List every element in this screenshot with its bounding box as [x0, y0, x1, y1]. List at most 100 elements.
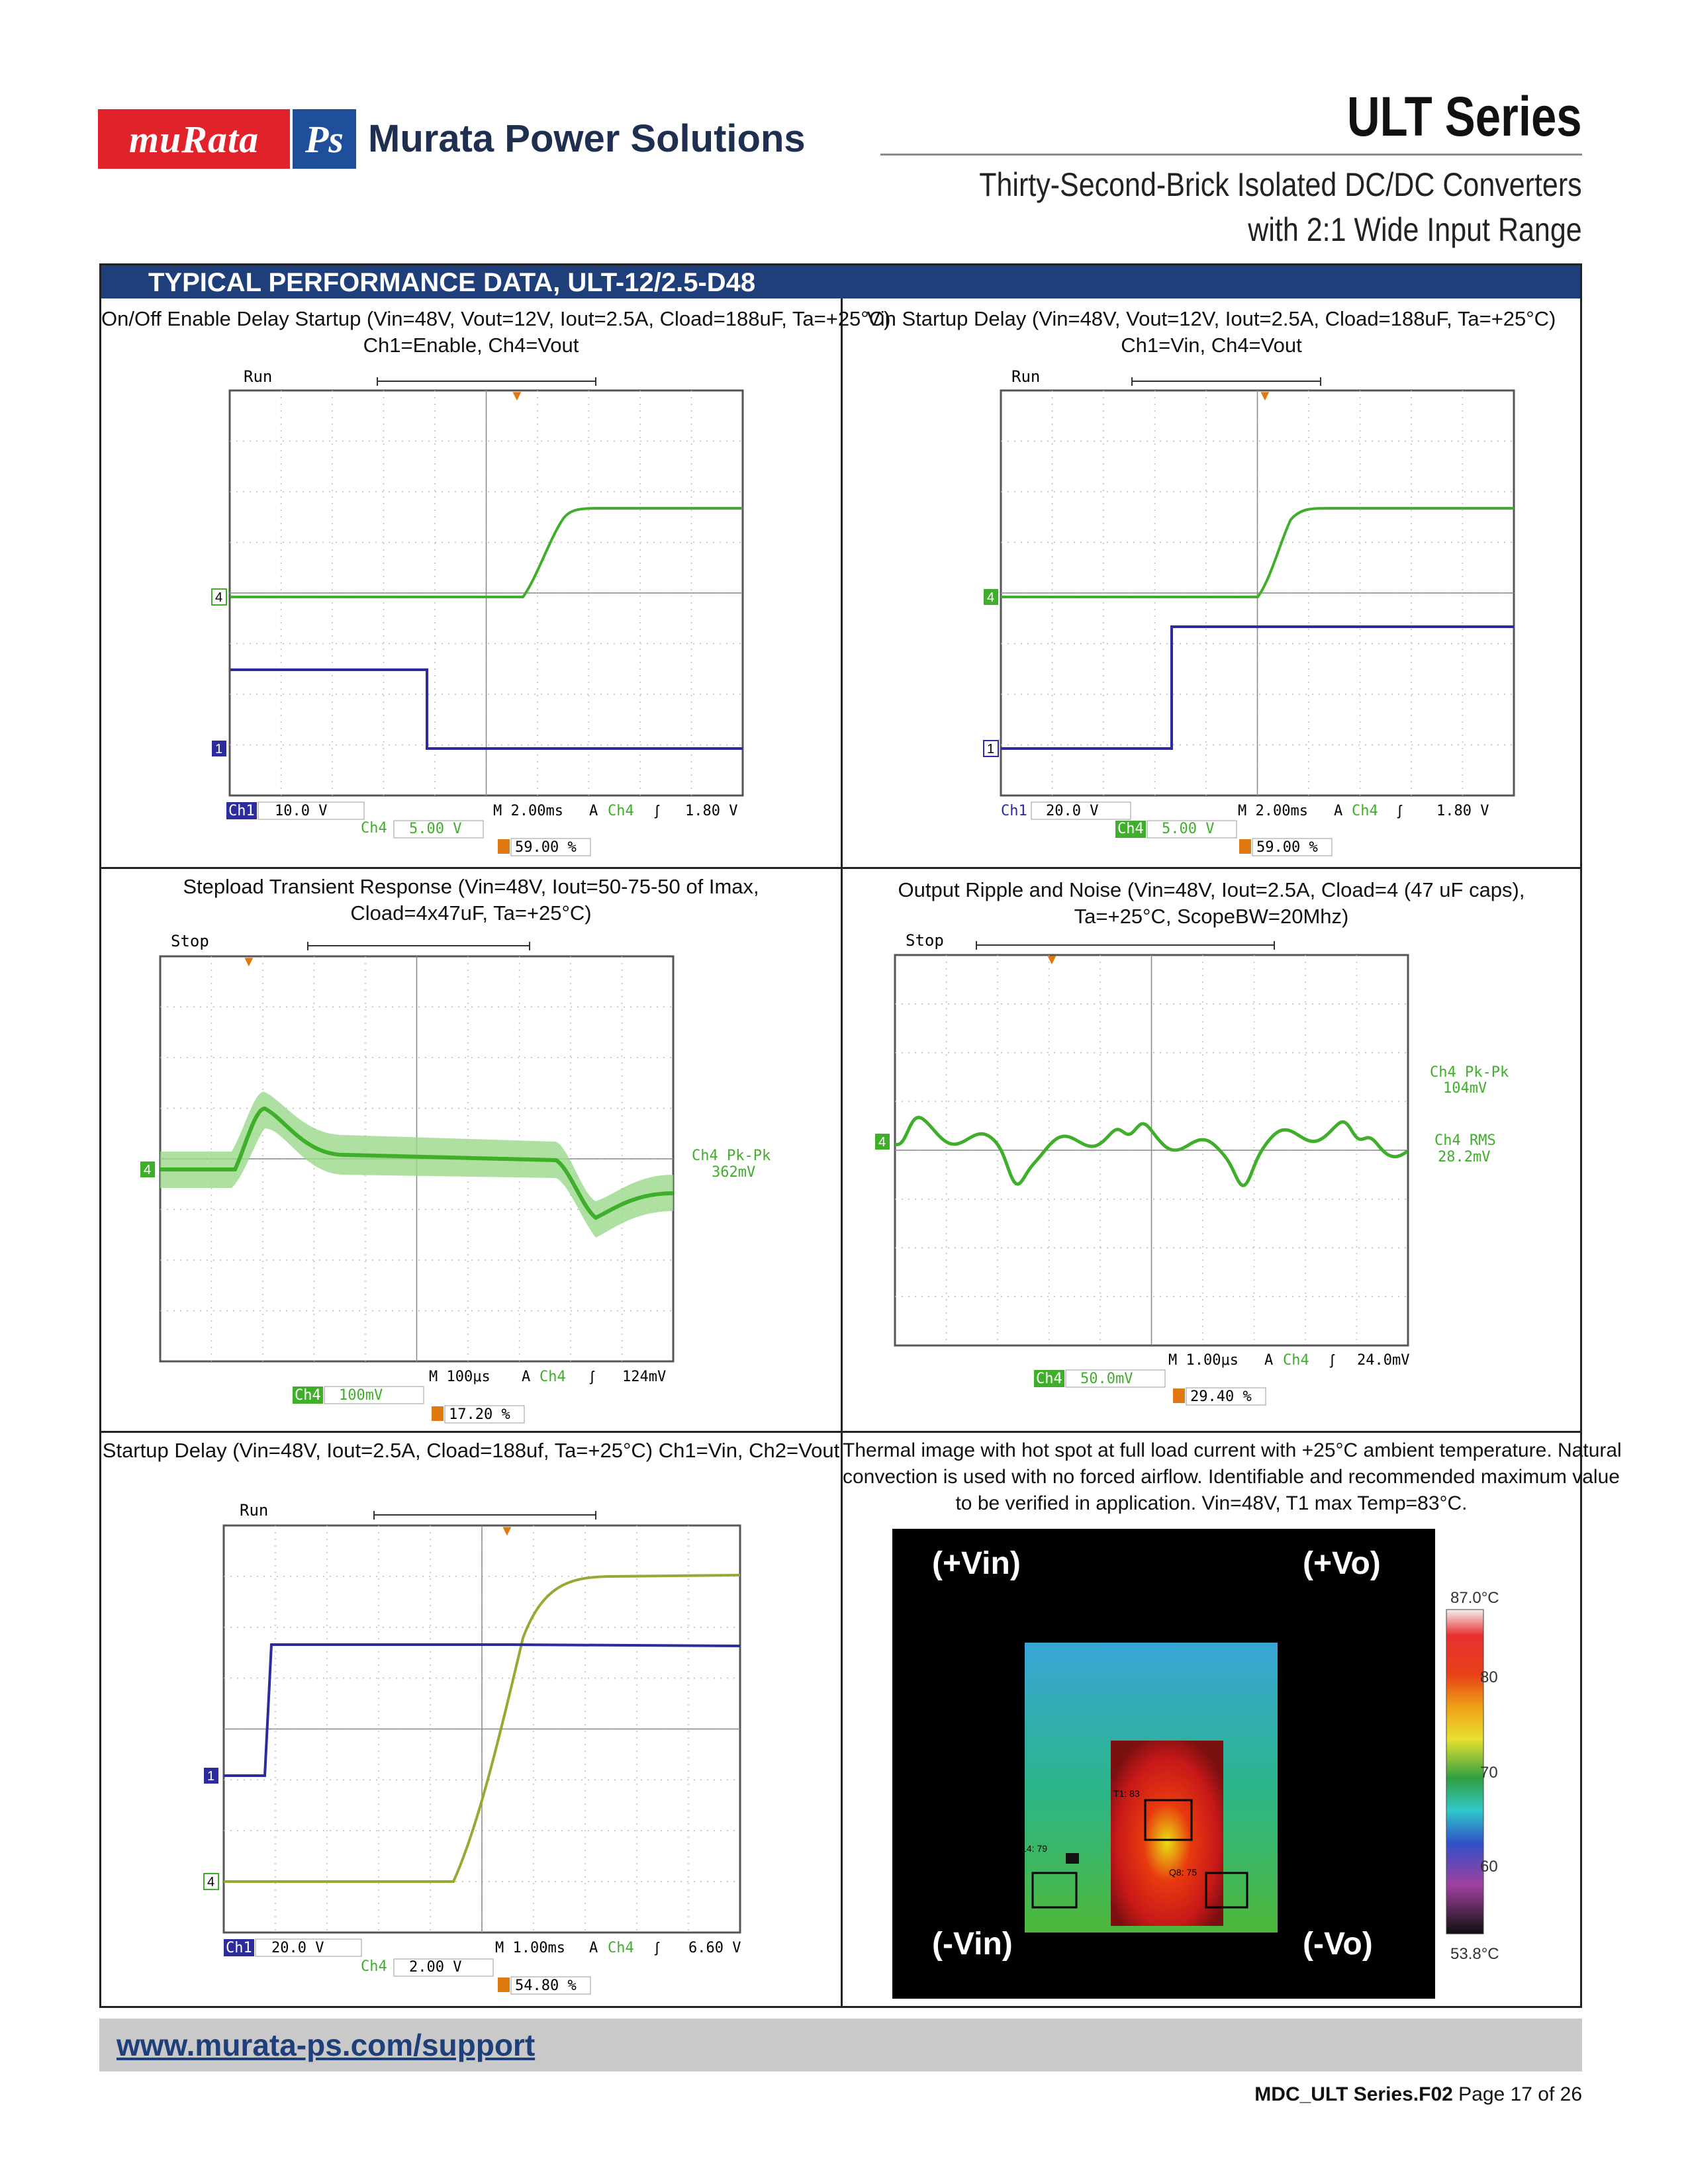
support-link[interactable]: www.murata-ps.com/support: [117, 2028, 536, 2062]
measure-rms-value: 28.2mV: [1438, 1149, 1490, 1165]
ch1-scale-box: [255, 1938, 362, 1957]
trigger-marker-icon: ▼: [1045, 951, 1059, 968]
panel1-caption: On/Off Enable Delay Startup (Vin=48V, Vo…: [101, 306, 890, 359]
trigger-position: 59.00 %: [515, 839, 577, 856]
caption-line: Ch1=Enable, Ch4=Vout: [363, 334, 579, 357]
trigger-channel: Ch4: [608, 803, 634, 819]
caption-line: Startup Delay (Vin=48V, Iout=2.5A, Cload…: [102, 1439, 840, 1462]
trigger-pos-box: [510, 838, 591, 856]
measure-pkpk-value: 104mV: [1443, 1080, 1487, 1097]
header-divider: [880, 154, 1582, 156]
trigger-label: A: [1334, 803, 1342, 819]
trigger-level: 124mV: [622, 1369, 666, 1385]
trigger-marker-icon: ▼: [510, 387, 524, 404]
trigger-pos-box: [510, 1976, 591, 1995]
caption-line: Thermal image with hot spot at full load…: [843, 1439, 1622, 1461]
page-subtitle: Thirty-Second-Brick Isolated DC/DC Conve…: [980, 162, 1582, 252]
ch4-marker-label: 4: [878, 1135, 886, 1150]
scope2-svg: Run ▼ 4 1 Ch1 20.0 V M 2.00ms A Ch4 ʃ 1.…: [983, 367, 1515, 856]
section-header-bar: [101, 265, 1580, 298]
scope5-svg: Run ▼ 1 4 Ch1 20.0 V M 1.00ms A Ch4 ʃ 6.…: [203, 1501, 741, 1995]
ch1-scale: 20.0 V: [1046, 803, 1098, 819]
measure-pkpk-label: Ch4 Pk-Pk: [1430, 1064, 1509, 1081]
scope-panel-5: Run ▼ 1 4 Ch1 20.0 V M 1.00ms A Ch4 ʃ 6.…: [199, 1499, 768, 2002]
label-vin-pos: (+Vin): [932, 1546, 1021, 1581]
scope2-grid: [1000, 389, 1515, 797]
ch1-badge: [226, 802, 257, 819]
trigger-slope-icon: ʃ: [589, 1368, 595, 1385]
caption-line: convection is used with no forced airflo…: [843, 1466, 1620, 1488]
scope4-grid: [894, 954, 1409, 1347]
ch4-marker-label: 4: [987, 590, 994, 605]
caption-line: Ta=+25°C, ScopeBW=20Mhz): [1074, 905, 1349, 928]
murata-logo: muRata: [98, 109, 290, 169]
scope-panel-2: Run ▼ 4 1 Ch1 20.0 V M 2.00ms A Ch4 ʃ 1.…: [973, 367, 1542, 870]
panel4-caption: Output Ripple and Noise (Vin=48V, Iout=2…: [843, 877, 1580, 930]
ch4-badge-label: Ch4: [361, 1958, 387, 1975]
trigger-marker-icon: ▼: [500, 1522, 514, 1539]
trigger-position: 59.00 %: [1256, 839, 1318, 856]
scope-state: Run: [244, 367, 272, 386]
c14-roi-box: [1066, 1853, 1079, 1864]
row-divider-1: [99, 867, 1582, 869]
trigger-label: A: [1264, 1352, 1273, 1369]
trigger-slope-icon: ʃ: [654, 802, 660, 819]
ch1-scale-box: [258, 801, 365, 820]
ch1-badge-label: Ch1: [226, 1940, 252, 1956]
ch4-marker: [875, 1134, 890, 1150]
trigger-label: A: [589, 803, 598, 819]
trigger-pos-icon: [498, 1978, 510, 1992]
transformer-hotspot: [1111, 1741, 1223, 1926]
label-vo-neg: (-Vo): [1303, 1927, 1373, 1962]
ch4-scale: 100mV: [339, 1387, 383, 1404]
doc-id: MDC_ULT Series.F02: [1254, 2083, 1453, 2105]
scope1-grid: [228, 389, 744, 797]
timebase: M 1.00ms: [495, 1940, 565, 1956]
ch4-badge: [1034, 1370, 1064, 1387]
trigger-channel: Ch4: [1352, 803, 1378, 819]
ch1-enable-trace: [230, 668, 743, 750]
measure-rms-label: Ch4 RMS: [1434, 1132, 1496, 1149]
caption-line: Ch1=Vin, Ch4=Vout: [1121, 334, 1302, 357]
trigger-channel: Ch4: [1283, 1352, 1309, 1369]
trigger-pos-box: [444, 1405, 525, 1424]
scope-state: Stop: [906, 931, 944, 950]
ch4-scale: 5.00 V: [409, 821, 461, 837]
timebase: M 2.00ms: [1238, 803, 1308, 819]
scope1-svg: Run ▼ 4 1 Ch1 10.0 V M 2.00ms A Ch4 ʃ 1.…: [211, 367, 744, 856]
ch1-marker-label: 1: [207, 1769, 214, 1784]
trigger-level: 24.0mV: [1357, 1352, 1409, 1369]
spot-t1-label: T1: 83: [1113, 1788, 1140, 1799]
trigger-pos-icon: [498, 839, 510, 854]
ch4-scale-box: [393, 1958, 494, 1977]
ch4-vout-trace: [230, 507, 743, 598]
ch4-badge: [1115, 821, 1146, 838]
ch4-scale: 50.0mV: [1080, 1371, 1133, 1387]
trigger-position: 54.80 %: [515, 1978, 577, 1994]
scope-state: Stop: [171, 932, 209, 950]
ch4-marker-label: 4: [207, 1875, 214, 1889]
ch4-scale: 5.00 V: [1162, 821, 1214, 837]
trigger-level: 1.80 V: [1436, 803, 1489, 819]
trigger-pos-box: [1186, 1387, 1266, 1406]
caption-line: Vin Startup Delay (Vin=48V, Vout=12V, Io…: [867, 307, 1556, 330]
thermal-board-svg: T1: 83 C14: 79 Q6: 76 Q8: 75 87.0°C 53.8…: [992, 1529, 1515, 1999]
scope-state: Run: [240, 1501, 268, 1520]
ch4-vout-trace: [224, 1574, 741, 1883]
scale-min-label: 53.8°C: [1450, 1945, 1499, 1963]
scope-panel-4: Stop ▼ 4 Ch4 Pk-Pk 104mV Ch4 RMS 28.2mV …: [867, 930, 1569, 1420]
trigger-pos-box: [1252, 838, 1333, 856]
thermal-image: (+Vin) (+Vo) (-Vin) (-Vo): [892, 1529, 1515, 1999]
scope3-svg: Stop ▼ 4 Ch4 Pk-Pk 362mV M 100μs A Ch4 ʃ…: [140, 932, 771, 1424]
scale-max-label: 87.0°C: [1450, 1589, 1499, 1607]
ps-logo: Ps: [293, 109, 356, 169]
trigger-pos-icon: [1173, 1388, 1185, 1403]
measure-label: Ch4 Pk-Pk: [692, 1148, 771, 1164]
record-bracket: [377, 377, 596, 386]
caption-line: to be verified in application. Vin=48V, …: [955, 1492, 1468, 1514]
trigger-marker-icon: ▼: [242, 953, 256, 970]
trigger-level: 6.60 V: [688, 1940, 741, 1956]
section-title: TYPICAL PERFORMANCE DATA, ULT-12/2.5-D48: [148, 268, 756, 297]
t1-roi-box: [1144, 1799, 1193, 1841]
ch1-marker: [204, 1768, 218, 1784]
